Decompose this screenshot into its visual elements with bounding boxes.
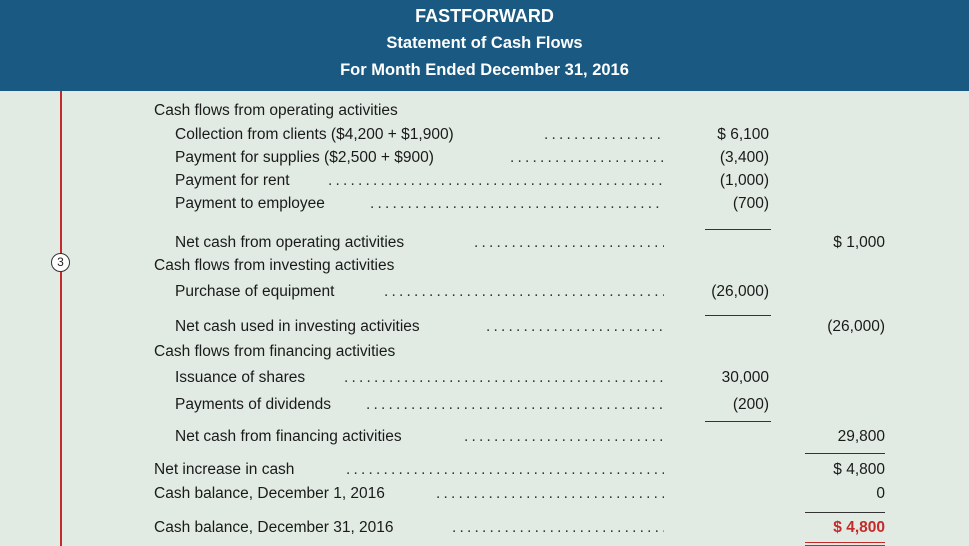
double-rule-top <box>805 542 885 543</box>
leader-dots: ........................................… <box>474 234 664 251</box>
line-item: ........................................… <box>0 195 969 217</box>
leader-dots: ......................... <box>544 126 664 143</box>
line-item: ........................................… <box>0 369 969 391</box>
total-amount: (26,000) <box>827 318 885 335</box>
row-label: Payments of dividends <box>175 396 331 413</box>
row-label: Payment for supplies ($2,500 + $900) <box>175 149 434 166</box>
subtotal-rule <box>705 421 771 422</box>
detail-amount: (1,000) <box>719 172 769 189</box>
subtotal-row: ........................................… <box>0 234 969 256</box>
leader-dots: ........................................… <box>366 396 664 413</box>
ending-balance-row: ........................................… <box>0 519 969 541</box>
row-label: Cash balance, December 1, 2016 <box>154 485 385 502</box>
detail-amount: (26,000) <box>711 283 769 300</box>
total-rule <box>805 512 885 513</box>
line-item: ........................................… <box>0 396 969 418</box>
total-amount: $ 4,800 <box>833 461 885 478</box>
subtotal-row: ....................................... … <box>0 318 969 340</box>
section-heading-operating: Cash flows from operating activities <box>0 102 969 124</box>
line-item: ......................... Collection fro… <box>0 126 969 148</box>
leader-dots: ........................................… <box>344 369 664 386</box>
statement-title: Statement of Cash Flows <box>386 34 583 52</box>
row-label: Issuance of shares <box>175 369 306 386</box>
company-name: FASTFORWARD <box>415 6 554 26</box>
step-marker: 3 <box>51 253 70 272</box>
summary-row: ........................................… <box>0 461 969 483</box>
total-amount: 29,800 <box>837 428 885 445</box>
leader-dots: ................................ <box>510 149 664 166</box>
row-label: Cash balance, December 31, 2016 <box>154 519 394 536</box>
section-heading-financing: Cash flows from financing activities <box>0 343 969 365</box>
detail-amount: (3,400) <box>719 149 769 166</box>
detail-amount: 30,000 <box>721 369 769 386</box>
row-label: Net increase in cash <box>154 461 295 478</box>
row-label: Cash flows from investing activities <box>154 257 395 274</box>
connector-line-vertical <box>60 91 62 546</box>
row-label: Cash flows from financing activities <box>154 343 396 360</box>
line-item: ........................................… <box>0 283 969 305</box>
leader-dots: ........................................… <box>452 519 664 536</box>
detail-amount: (200) <box>732 396 769 413</box>
row-label: Cash flows from operating activities <box>154 102 398 119</box>
leader-dots: ........................................… <box>436 485 664 502</box>
leader-dots: ........................................… <box>346 461 664 478</box>
statement-header: FASTFORWARD Statement of Cash Flows For … <box>0 0 969 91</box>
row-label: Payment for rent <box>175 172 290 189</box>
ending-balance-amount: $ 4,800 <box>833 519 885 536</box>
subtotal-rule <box>705 229 771 230</box>
section-heading-investing: Cash flows from investing activities <box>0 257 969 279</box>
total-rule <box>805 453 885 454</box>
subtotal-row: ........................................… <box>0 428 969 450</box>
row-label: Collection from clients ($4,200 + $1,900… <box>175 126 454 143</box>
leader-dots: ........................................… <box>464 428 664 445</box>
line-item: ........................................… <box>0 172 969 194</box>
statement-body: 3 Cash flows from operating activities .… <box>0 91 969 546</box>
leader-dots: ........................................… <box>384 283 664 300</box>
row-label: Net cash from operating activities <box>175 234 405 251</box>
leader-dots: ....................................... <box>486 318 664 335</box>
total-amount: $ 1,000 <box>833 234 885 251</box>
total-amount: 0 <box>876 485 885 502</box>
row-label: Net cash from financing activities <box>175 428 402 445</box>
subtotal-rule <box>705 315 771 316</box>
summary-row: ........................................… <box>0 485 969 507</box>
row-label: Net cash used in investing activities <box>175 318 420 335</box>
leader-dots: ........................................… <box>328 172 664 189</box>
detail-amount: (700) <box>732 195 769 212</box>
row-label: Payment to employee <box>175 195 325 212</box>
line-item: ................................ Payment… <box>0 149 969 171</box>
detail-amount: $ 6,100 <box>717 126 769 143</box>
row-label: Purchase of equipment <box>175 283 335 300</box>
leader-dots: ........................................… <box>370 195 664 212</box>
statement-period: For Month Ended December 31, 2016 <box>340 61 629 79</box>
